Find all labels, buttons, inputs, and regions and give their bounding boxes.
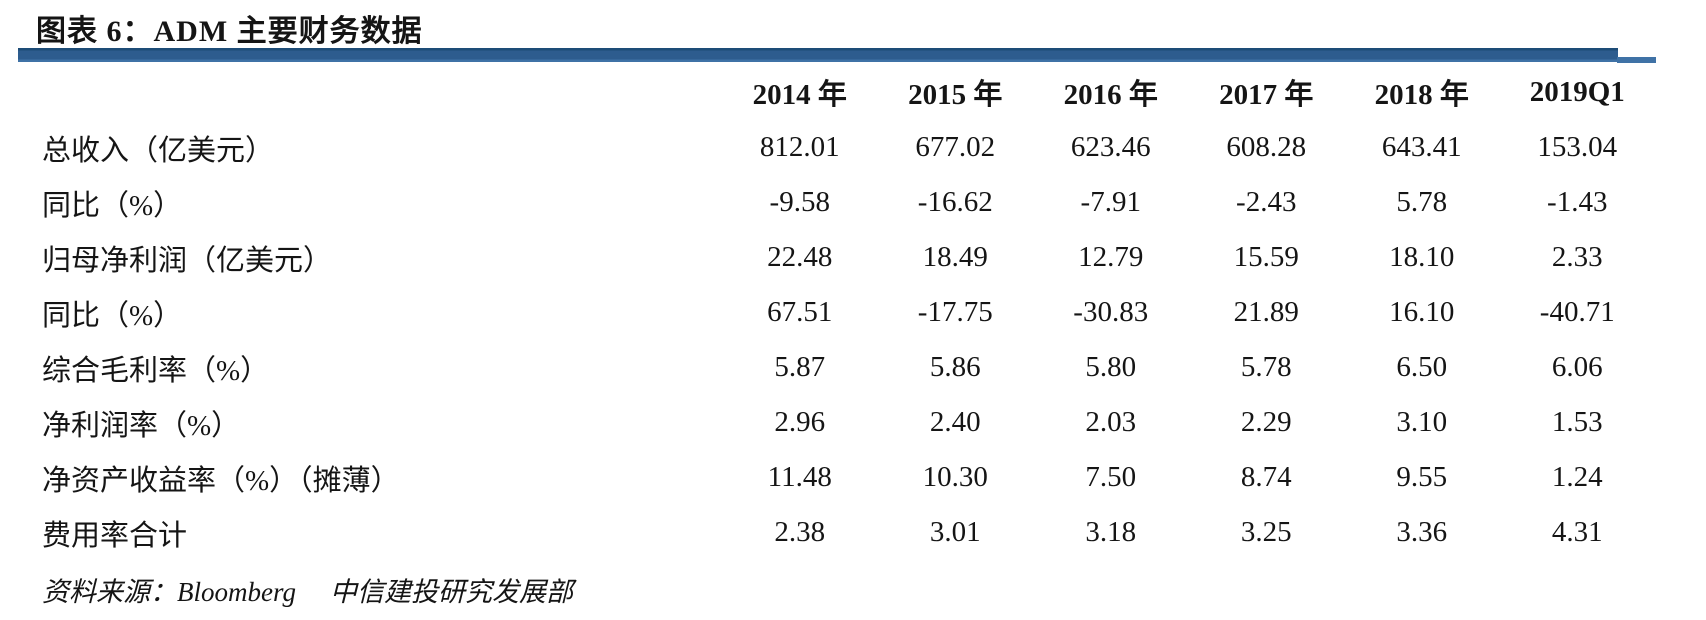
value-cell: -40.71 <box>1539 296 1615 328</box>
value-cell: 12.79 <box>1078 241 1144 273</box>
value-cell: 2.33 <box>1551 241 1603 273</box>
value-cell: 18.49 <box>922 241 988 273</box>
value-cell: 3.10 <box>1396 406 1448 438</box>
value-cell: 1.53 <box>1551 406 1603 438</box>
value-cell: 5.80 <box>1085 351 1137 383</box>
row-label: 净资产收益率（%）（摊薄） <box>42 464 400 497</box>
value-cell: 2.29 <box>1240 406 1292 438</box>
column-header: 2015 年 <box>908 79 1003 111</box>
value-cell: 9.55 <box>1396 461 1448 493</box>
column-header: 2014 年 <box>752 79 847 111</box>
financial-table: 2014 年 2015 年 2016 年 2017 年 2018 年 2019Q1 总收入… <box>42 64 1655 560</box>
value-cell: 2.03 <box>1085 406 1137 438</box>
row-label: 费用率合计 <box>42 519 188 552</box>
value-cell: 22.48 <box>767 241 833 273</box>
value-cell: 2.96 <box>774 406 826 438</box>
table-header-row: 2014 年 2015 年 2016 年 2017 年 2018 年 2019Q1 <box>42 64 1655 120</box>
value-cell: 1.24 <box>1551 461 1603 493</box>
row-label: 归母净利润（亿美元） <box>42 244 333 277</box>
source-note: 资料来源：Bloomberg 中信建投研究发展部 <box>42 570 573 609</box>
column-header: 2017 年 <box>1219 79 1314 111</box>
value-cell: 677.02 <box>915 131 996 163</box>
row-label: 总收入（亿美元） <box>42 134 275 167</box>
corner-cell <box>42 64 722 120</box>
source-name: Bloomberg <box>177 577 296 607</box>
table-row: 归母净利润（亿美元） 22.48 18.49 12.79 15.59 18.10 2.33 <box>42 230 1655 285</box>
row-label: 净利润率（%） <box>42 409 241 442</box>
value-cell: -17.75 <box>917 296 993 328</box>
value-cell: 8.74 <box>1240 461 1292 493</box>
title-accent-bar-extension <box>1617 57 1656 63</box>
table-row: 同比（%） -9.58 -16.62 -7.91 -2.43 5.78 -1.43 <box>42 175 1655 230</box>
value-cell: 5.87 <box>774 351 826 383</box>
table-row: 同比（%） 67.51 -17.75 -30.83 21.89 16.10 -40.71 <box>42 285 1655 340</box>
value-cell: 3.18 <box>1085 516 1137 548</box>
value-cell: 812.01 <box>759 131 840 163</box>
value-cell: -1.43 <box>1547 186 1608 218</box>
value-cell: 18.10 <box>1389 241 1455 273</box>
column-header: 2019Q1 <box>1529 75 1625 108</box>
value-cell: 623.46 <box>1070 131 1151 163</box>
value-cell: 3.36 <box>1396 516 1448 548</box>
value-cell: 4.31 <box>1551 516 1603 548</box>
table-row: 费用率合计 2.38 3.01 3.18 3.25 3.36 4.31 <box>42 505 1655 560</box>
value-cell: 10.30 <box>922 461 988 493</box>
column-header: 2016 年 <box>1063 79 1158 111</box>
row-label: 同比（%） <box>42 299 183 332</box>
value-cell: 608.28 <box>1226 131 1307 163</box>
value-cell: 7.50 <box>1085 461 1137 493</box>
table-row: 综合毛利率（%） 5.87 5.86 5.80 5.78 6.50 6.06 <box>42 340 1655 395</box>
value-cell: -2.43 <box>1236 186 1297 218</box>
figure-title: 图表 6：ADM 主要财务数据 <box>36 15 423 48</box>
value-cell: 21.89 <box>1233 296 1299 328</box>
table-row: 净利润率（%） 2.96 2.40 2.03 2.29 3.10 1.53 <box>42 395 1655 450</box>
row-label: 综合毛利率（%） <box>42 354 270 387</box>
table-body: 总收入（亿美元） 812.01 677.02 623.46 608.28 643.41 15… <box>42 120 1655 560</box>
table-header: 2014 年 2015 年 2016 年 2017 年 2018 年 2019Q1 <box>42 64 1655 120</box>
value-cell: 2.40 <box>929 406 981 438</box>
value-cell: 15.59 <box>1233 241 1299 273</box>
value-cell: 11.48 <box>767 461 832 493</box>
source-organization: 中信建投研究发展部 <box>329 577 573 607</box>
source-label: 资料来源： <box>42 577 177 607</box>
value-cell: -7.91 <box>1080 186 1141 218</box>
row-label: 同比（%） <box>42 189 183 222</box>
value-cell: 2.38 <box>774 516 826 548</box>
value-cell: 153.04 <box>1537 131 1618 163</box>
table-row: 净资产收益率（%）（摊薄） 11.48 10.30 7.50 8.74 9.55 1.24 <box>42 450 1655 505</box>
value-cell: -9.58 <box>769 186 830 218</box>
column-header: 2018 年 <box>1374 79 1469 111</box>
value-cell: 5.86 <box>929 351 981 383</box>
value-cell: 5.78 <box>1240 351 1292 383</box>
table-row: 总收入（亿美元） 812.01 677.02 623.46 608.28 643.41 15… <box>42 120 1655 175</box>
value-cell: 3.01 <box>929 516 981 548</box>
value-cell: 67.51 <box>767 296 833 328</box>
value-cell: 5.78 <box>1396 186 1448 218</box>
value-cell: 643.41 <box>1381 131 1462 163</box>
value-cell: 6.06 <box>1551 351 1603 383</box>
value-cell: 6.50 <box>1396 351 1448 383</box>
value-cell: -16.62 <box>917 186 993 218</box>
title-accent-bar <box>18 48 1618 62</box>
value-cell: 16.10 <box>1389 296 1455 328</box>
value-cell: 3.25 <box>1240 516 1292 548</box>
value-cell: -30.83 <box>1073 296 1149 328</box>
